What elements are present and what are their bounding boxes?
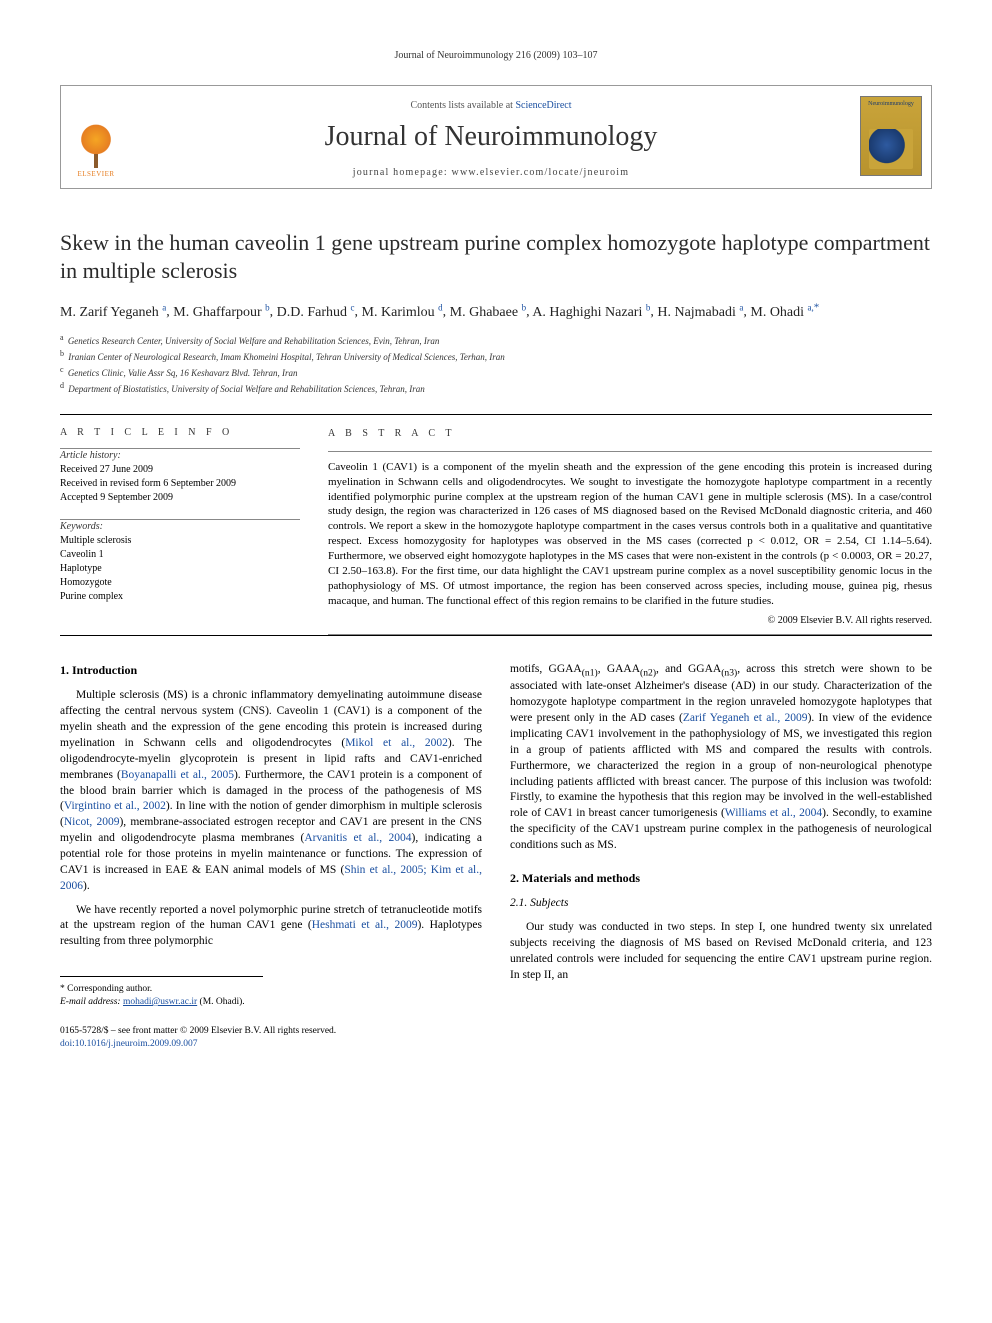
publisher-name: ELSEVIER [77, 170, 114, 178]
intro-paragraph-1: Multiple sclerosis (MS) is a chronic inf… [60, 688, 482, 894]
keyword: Purine complex [60, 590, 300, 604]
doi-link[interactable]: doi:10.1016/j.jneuroim.2009.09.007 [60, 1039, 197, 1049]
sciencedirect-link[interactable]: ScienceDirect [515, 100, 571, 111]
author: M. Karimlou d [362, 305, 443, 320]
elsevier-tree-icon [74, 124, 118, 168]
abstract-column: A B S T R A C T Caveolin 1 (CAV1) is a c… [328, 421, 932, 634]
author-list: M. Zarif Yeganeh a, M. Ghaffarpour b, D.… [60, 300, 932, 322]
author-affil-sup: b [265, 302, 270, 312]
page-footer: 0165-5728/$ – see front matter © 2009 El… [60, 1025, 482, 1051]
doi-line: doi:10.1016/j.jneuroim.2009.09.007 [60, 1038, 482, 1051]
email-label: E-mail address: [60, 997, 121, 1007]
subsection-heading-subjects: 2.1. Subjects [510, 896, 932, 912]
author: H. Najmabadi a [657, 305, 743, 320]
affiliation: c Genetics Clinic, Valie Assr Sq, 16 Kes… [60, 364, 932, 380]
footnotes-block: * Corresponding author. E-mail address: … [60, 976, 263, 1009]
keyword: Multiple sclerosis [60, 534, 300, 548]
info-abstract-row: A R T I C L E I N F O Article history: R… [60, 421, 932, 634]
author-affil-sup: a [162, 302, 166, 312]
author: M. Zarif Yeganeh a [60, 305, 166, 320]
history-label: Article history: [60, 449, 300, 463]
corresponding-author-note: * Corresponding author. [60, 983, 263, 996]
abstract-copyright: © 2009 Elsevier B.V. All rights reserved… [328, 614, 932, 628]
affiliation-label: b [60, 349, 64, 358]
article-info-heading: A R T I C L E I N F O [60, 427, 300, 438]
history-received: Received 27 June 2009 [60, 463, 300, 477]
running-header: Journal of Neuroimmunology 216 (2009) 10… [60, 50, 932, 61]
divider-abstract-bottom [328, 634, 932, 635]
divider-abstract-top [328, 451, 932, 452]
keyword: Haplotype [60, 562, 300, 576]
article-info-column: A R T I C L E I N F O Article history: R… [60, 421, 300, 634]
affiliation-label: a [60, 333, 64, 342]
corresponding-author-email-line: E-mail address: mohadi@uswr.ac.ir (M. Oh… [60, 996, 263, 1009]
affiliation-list: a Genetics Research Center, University o… [60, 332, 932, 396]
author-affil-sup: b [522, 302, 527, 312]
author-affil-sup: a [739, 302, 743, 312]
journal-homepage-line: journal homepage: www.elsevier.com/locat… [141, 167, 841, 178]
divider-after-abstract [60, 635, 932, 636]
intro-paragraph-3: motifs, GGAA(n1), GAAA(n2), and GGAA(n3)… [510, 662, 932, 854]
keyword: Caveolin 1 [60, 548, 300, 562]
contents-available-line: Contents lists available at ScienceDirec… [141, 100, 841, 111]
masthead-center: Contents lists available at ScienceDirec… [131, 86, 851, 188]
publisher-logo-slot: ELSEVIER [61, 86, 131, 188]
keywords-list: Multiple sclerosisCaveolin 1HaplotypeHom… [60, 534, 300, 604]
author: M. Ohadi a,* [750, 305, 819, 320]
affiliation-label: d [60, 381, 64, 390]
corresponding-marker: * [814, 301, 820, 313]
divider-top [60, 414, 932, 415]
article-title: Skew in the human caveolin 1 gene upstre… [60, 229, 932, 284]
masthead: ELSEVIER Contents lists available at Sci… [60, 85, 932, 189]
homepage-prefix: journal homepage: [353, 167, 452, 178]
author: A. Haghighi Nazari b [532, 305, 650, 320]
author-affil-sup: c [351, 302, 355, 312]
author: M. Ghabaee b [450, 305, 526, 320]
history-revised: Received in revised form 6 September 200… [60, 477, 300, 491]
journal-cover-thumbnail: Neuroimmunology [860, 96, 922, 176]
body-column-right: motifs, GGAA(n1), GAAA(n2), and GGAA(n3)… [510, 662, 932, 1051]
abstract-heading: A B S T R A C T [328, 427, 932, 441]
keywords-block: Keywords: Multiple sclerosisCaveolin 1Ha… [60, 520, 300, 604]
journal-cover-text: Neuroimmunology [868, 101, 914, 107]
abstract-text: Caveolin 1 (CAV1) is a component of the … [328, 460, 932, 608]
affiliation: d Department of Biostatistics, Universit… [60, 380, 932, 396]
subjects-paragraph-1: Our study was conducted in two steps. In… [510, 920, 932, 983]
page-root: Journal of Neuroimmunology 216 (2009) 10… [0, 0, 992, 1090]
email-owner: (M. Ohadi). [200, 997, 245, 1007]
history-accepted: Accepted 9 September 2009 [60, 491, 300, 505]
keywords-label: Keywords: [60, 520, 300, 534]
author: M. Ghaffarpour b [173, 305, 269, 320]
article-history: Article history: Received 27 June 2009 R… [60, 449, 300, 505]
author: D.D. Farhud c [277, 305, 355, 320]
affiliation-label: c [60, 365, 64, 374]
affiliation: a Genetics Research Center, University o… [60, 332, 932, 348]
intro-paragraph-2: We have recently reported a novel polymo… [60, 903, 482, 951]
elsevier-logo: ELSEVIER [68, 114, 124, 178]
issn-copyright-line: 0165-5728/$ – see front matter © 2009 El… [60, 1025, 482, 1038]
section-heading-introduction: 1. Introduction [60, 662, 482, 679]
corresponding-email-link[interactable]: mohadi@uswr.ac.ir [123, 997, 197, 1007]
body-columns: 1. Introduction Multiple sclerosis (MS) … [60, 662, 932, 1051]
author-affil-sup: d [438, 302, 443, 312]
affiliation: b Iranian Center of Neurological Researc… [60, 348, 932, 364]
section-heading-methods: 2. Materials and methods [510, 870, 932, 887]
homepage-url[interactable]: www.elsevier.com/locate/jneuroim [452, 167, 630, 178]
body-column-left: 1. Introduction Multiple sclerosis (MS) … [60, 662, 482, 1051]
contents-prefix: Contents lists available at [410, 100, 515, 111]
journal-cover-slot: Neuroimmunology [851, 86, 931, 188]
keyword: Homozygote [60, 576, 300, 590]
journal-title: Journal of Neuroimmunology [141, 121, 841, 153]
author-affil-sup: b [646, 302, 651, 312]
